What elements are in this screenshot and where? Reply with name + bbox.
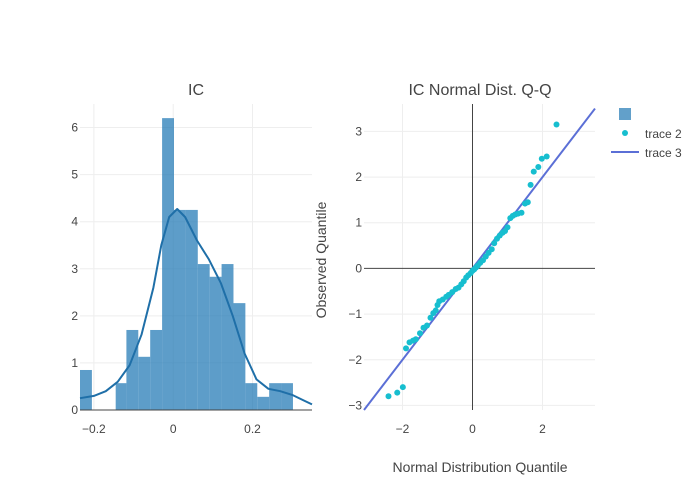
histogram-y-tick-label: 4 bbox=[71, 215, 78, 229]
qq-point bbox=[385, 393, 392, 400]
legend-label-trace-3: trace 3 bbox=[645, 146, 682, 160]
qq-x-tick-label: −2 bbox=[396, 422, 410, 436]
legend-dot-icon bbox=[622, 130, 628, 136]
qq-point bbox=[524, 199, 531, 206]
qq-x-axis-title: Normal Distribution Quantile bbox=[392, 459, 567, 475]
qq-title: IC Normal Dist. Q-Q bbox=[408, 82, 551, 99]
histogram-bar bbox=[197, 264, 210, 410]
legend-label-trace-2: trace 2 bbox=[645, 127, 682, 141]
histogram-y-tick-label: 3 bbox=[71, 262, 78, 276]
histogram-bars bbox=[80, 118, 312, 411]
qq-y-tick-label: 2 bbox=[355, 170, 362, 184]
qq-fit-line-layer bbox=[363, 107, 596, 411]
qq-point bbox=[543, 153, 550, 160]
legend-item-trace-3[interactable]: trace 3 bbox=[611, 146, 682, 160]
histogram-y-tick-label: 2 bbox=[71, 309, 78, 323]
qq-point bbox=[491, 240, 498, 247]
histogram-x-tick-label: 0 bbox=[170, 422, 177, 436]
histogram-bar bbox=[185, 209, 198, 410]
qq-point bbox=[538, 155, 545, 162]
histogram-bar bbox=[80, 369, 92, 410]
histogram-ticks: −0.2 0 0.2 0 1 2 3 4 5 6 bbox=[71, 121, 261, 436]
legend[interactable]: trace 2 trace 3 bbox=[611, 108, 682, 160]
qq-point bbox=[530, 168, 537, 175]
histogram-bar bbox=[257, 396, 270, 410]
histogram-y-tick-label: 5 bbox=[71, 168, 78, 182]
histogram-bar bbox=[233, 303, 246, 410]
histogram-gridlines bbox=[80, 104, 312, 410]
qq-y-axis-title: Observed Quantile bbox=[313, 201, 329, 318]
histogram-bar bbox=[126, 329, 139, 410]
histogram-bar bbox=[209, 276, 222, 410]
qq-point bbox=[427, 314, 434, 321]
histogram-x-tick-label: −0.2 bbox=[82, 422, 106, 436]
histogram-bar bbox=[115, 383, 127, 410]
qq-x-tick-label: 2 bbox=[539, 422, 546, 436]
histogram-bar bbox=[221, 264, 234, 410]
histogram-bar bbox=[269, 383, 282, 410]
qq-point bbox=[417, 330, 423, 337]
qq-points bbox=[385, 121, 560, 400]
qq-subplot: IC Normal Dist. Q-Q −2 0 2 −3 −2 −1 0 1 2 3 Norma… bbox=[313, 82, 596, 475]
qq-y-tick-label: −3 bbox=[348, 398, 362, 412]
qq-point bbox=[553, 121, 560, 128]
histogram-bar bbox=[281, 383, 293, 410]
histogram-y-tick-label: 6 bbox=[71, 121, 78, 135]
qq-y-tick-label: 0 bbox=[355, 261, 362, 275]
qq-point bbox=[424, 322, 430, 329]
qq-point bbox=[504, 224, 511, 231]
histogram-bar bbox=[150, 329, 163, 410]
qq-point bbox=[412, 336, 419, 343]
histogram-y-tick-label: 1 bbox=[71, 356, 78, 370]
histogram-kde-curve bbox=[79, 208, 313, 406]
qq-y-tick-label: −1 bbox=[348, 307, 362, 321]
qq-point bbox=[399, 384, 406, 391]
histogram-bar bbox=[162, 118, 174, 410]
qq-x-tick-label: 0 bbox=[469, 422, 476, 436]
qq-point bbox=[432, 307, 439, 314]
histogram-title: IC bbox=[188, 82, 204, 99]
qq-point bbox=[518, 209, 525, 216]
histogram-bar bbox=[245, 383, 258, 410]
histogram-x-tick-label: 0.2 bbox=[244, 422, 261, 436]
legend-item-trace-1[interactable] bbox=[619, 108, 631, 120]
histogram-bar bbox=[138, 356, 151, 410]
qq-point bbox=[488, 246, 495, 253]
legend-item-trace-2[interactable]: trace 2 bbox=[622, 127, 682, 141]
qq-ticks: −2 0 2 −3 −2 −1 0 1 2 3 bbox=[348, 124, 546, 436]
qq-point bbox=[403, 345, 409, 352]
histogram-bar bbox=[173, 209, 186, 410]
qq-fit-line bbox=[363, 107, 596, 411]
histogram-subplot: IC −0.2 0 0.2 0 1 2 3 4 5 6 bbox=[71, 82, 313, 436]
qq-y-tick-label: −2 bbox=[348, 353, 362, 367]
qq-point bbox=[394, 389, 401, 396]
legend-square-icon bbox=[619, 108, 631, 120]
qq-point bbox=[535, 164, 542, 171]
qq-point bbox=[527, 181, 534, 188]
qq-y-tick-label: 1 bbox=[355, 216, 362, 230]
qq-y-tick-label: 3 bbox=[355, 124, 362, 138]
histogram-kde-layer bbox=[79, 208, 313, 406]
histogram-y-tick-label: 0 bbox=[71, 403, 78, 417]
